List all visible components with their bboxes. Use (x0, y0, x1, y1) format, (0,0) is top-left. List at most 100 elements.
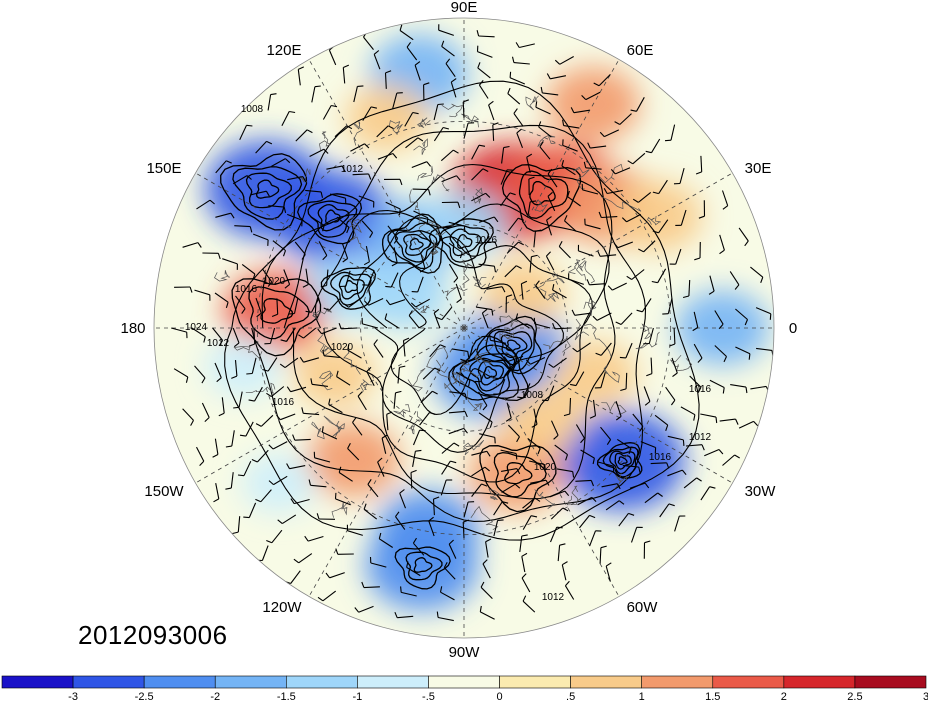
wind-barb (479, 433, 496, 444)
longitude-label: 0 (789, 320, 797, 337)
meridian-line (463, 327, 733, 484)
wind-barb (675, 209, 687, 226)
isobar (403, 233, 432, 256)
wind-barb (500, 192, 516, 207)
wind-barb (704, 448, 724, 457)
wind-barb (311, 85, 321, 103)
wind-barb (232, 175, 252, 185)
wind-barb (583, 161, 602, 170)
wind-barb (310, 378, 328, 387)
wind-barb (561, 160, 576, 176)
wind-barb (318, 241, 328, 261)
wind-barb (730, 384, 748, 394)
wind-barb (535, 280, 546, 299)
wind-barb (271, 158, 291, 167)
wind-barb (353, 85, 364, 103)
wind-barb (288, 297, 299, 315)
isobar (476, 315, 543, 375)
wind-barb (664, 124, 676, 142)
wind-barb (549, 526, 563, 543)
wind-barb (595, 342, 612, 356)
wind-barb (527, 437, 541, 455)
wind-barb (448, 539, 457, 559)
wind-barb (708, 275, 715, 295)
isobar (457, 234, 473, 249)
wind-barb (341, 243, 349, 263)
map-boundary (153, 17, 775, 639)
wind-barb (237, 460, 252, 477)
longitude-labels: 90E 60E 30E 0 30W 60W 90W 120W 150W 180 150E 120E (120, 0, 797, 661)
wind-barb (615, 401, 622, 421)
wind-barb (338, 466, 353, 482)
longitude-label: 180 (120, 320, 145, 337)
wind-barb (298, 327, 317, 339)
anomaly-blob (223, 270, 327, 353)
anomaly-blob (273, 170, 391, 265)
wind-barb (714, 310, 724, 330)
colorbar-swatch (499, 675, 571, 689)
wind-barb (262, 357, 278, 372)
wind-barb (399, 24, 414, 41)
coastline (359, 379, 373, 394)
isobar (381, 213, 444, 274)
isobar (596, 442, 643, 479)
isobar-label: 1020 (263, 276, 286, 287)
wind-barb (194, 289, 211, 301)
wind-barb (539, 141, 551, 160)
wind-barb (400, 586, 417, 597)
wind-barb (286, 463, 306, 470)
coastline (566, 485, 579, 506)
coastline (416, 117, 431, 128)
wind-barb (533, 229, 542, 248)
wind-barb (239, 421, 254, 437)
isobar-label: 1020 (331, 342, 354, 353)
wind-barb (550, 507, 569, 520)
wind-barb (347, 344, 362, 359)
colorbar-swatch (712, 675, 785, 689)
colorbar-tick-label: -2.5 (135, 691, 154, 702)
coastline (533, 270, 565, 289)
isobar (439, 224, 490, 263)
wind-barb (615, 312, 633, 325)
wind-barb (669, 327, 676, 347)
wind-barb (652, 179, 668, 195)
coastline (245, 382, 276, 394)
wind-barb (462, 99, 469, 118)
wind-barb (391, 247, 398, 267)
wind-barb (693, 343, 703, 363)
wind-barb (735, 308, 749, 326)
wind-barb (603, 188, 623, 195)
coastline (472, 187, 483, 205)
wind-barb (683, 477, 702, 489)
wind-barb (383, 178, 403, 186)
wind-barb (239, 124, 253, 141)
wind-barb (443, 562, 456, 580)
coastline (462, 439, 485, 456)
wind-barb (547, 168, 558, 188)
wind-barb (448, 242, 463, 259)
wind-barb (218, 397, 225, 417)
wind-barb (191, 327, 206, 343)
wind-barb (735, 346, 751, 360)
wind-barb (441, 460, 457, 475)
wind-barb (399, 489, 407, 509)
isobar (413, 557, 433, 573)
wind-barb (667, 435, 685, 446)
wind-barb (500, 169, 514, 185)
wind-barb (405, 137, 424, 149)
isobar (501, 164, 582, 232)
wind-barb (243, 502, 257, 519)
wind-barb (286, 386, 307, 393)
wind-barb (321, 426, 338, 440)
isobar-label: 1016 (235, 284, 258, 295)
wind-barb (500, 449, 518, 460)
colorbar-tick-label: -1 (352, 691, 362, 702)
isobar (231, 278, 322, 357)
wind-barb (441, 201, 461, 209)
coastline (537, 135, 556, 147)
wind-barb (173, 368, 189, 383)
wind-barb (640, 441, 657, 454)
wind-barb (310, 216, 325, 232)
wind-barb (580, 449, 595, 465)
wind-barb (485, 538, 492, 558)
